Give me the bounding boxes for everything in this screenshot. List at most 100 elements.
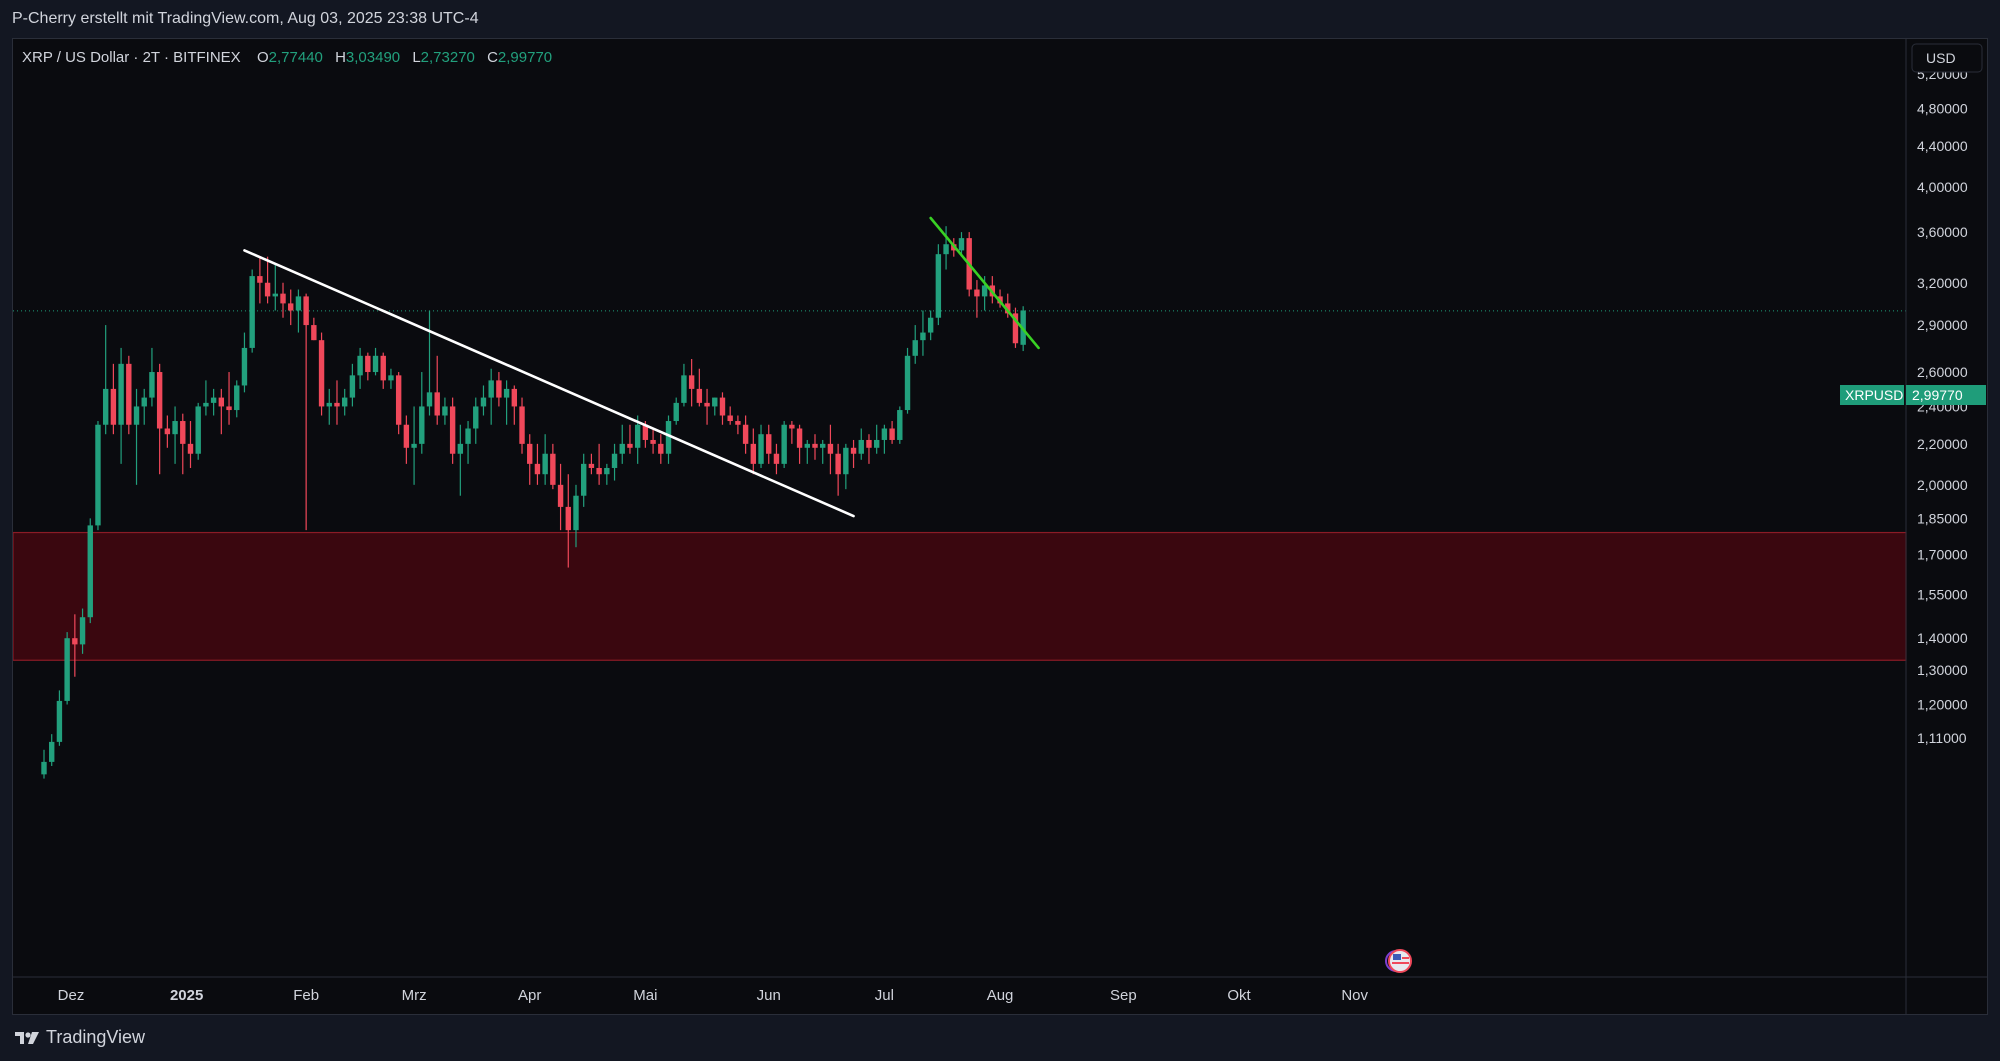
candle[interactable] bbox=[257, 256, 263, 304]
candle[interactable] bbox=[465, 421, 471, 464]
candle[interactable] bbox=[534, 443, 541, 485]
symbol-title[interactable]: XRP / US Dollar · 2T · BITFINEX bbox=[22, 49, 241, 66]
candle[interactable] bbox=[974, 280, 980, 318]
candle[interactable] bbox=[164, 415, 171, 448]
candle[interactable] bbox=[218, 388, 225, 435]
candle[interactable] bbox=[935, 244, 942, 326]
candle[interactable] bbox=[349, 363, 356, 407]
candle[interactable] bbox=[573, 484, 579, 548]
candle[interactable] bbox=[72, 614, 78, 677]
candle[interactable] bbox=[149, 347, 155, 407]
candle[interactable] bbox=[1005, 293, 1011, 318]
candle[interactable] bbox=[249, 269, 255, 353]
candle[interactable] bbox=[858, 428, 864, 460]
candle[interactable] bbox=[41, 749, 47, 779]
candle[interactable] bbox=[503, 380, 510, 425]
candle[interactable] bbox=[696, 368, 703, 407]
candle[interactable] bbox=[303, 293, 309, 531]
candle[interactable] bbox=[272, 263, 278, 311]
candle[interactable] bbox=[927, 310, 934, 341]
candle[interactable] bbox=[958, 232, 965, 257]
support-zone-rect[interactable] bbox=[12, 531, 1907, 661]
candle[interactable] bbox=[727, 406, 733, 425]
candle[interactable] bbox=[596, 443, 602, 485]
candle[interactable] bbox=[527, 434, 533, 485]
candle[interactable] bbox=[295, 289, 302, 333]
candle[interactable] bbox=[820, 439, 826, 464]
candle[interactable] bbox=[673, 397, 679, 425]
candle[interactable] bbox=[133, 388, 140, 485]
candle[interactable] bbox=[827, 424, 834, 475]
candle[interactable] bbox=[426, 310, 433, 416]
candle[interactable] bbox=[519, 397, 525, 454]
candle[interactable] bbox=[1012, 307, 1019, 348]
candle[interactable] bbox=[480, 385, 487, 416]
candle[interactable] bbox=[195, 402, 201, 460]
candle[interactable] bbox=[835, 443, 841, 496]
candle[interactable] bbox=[395, 372, 402, 435]
candle[interactable] bbox=[126, 355, 132, 435]
currency-button[interactable] bbox=[1911, 43, 1983, 73]
event-markers[interactable] bbox=[1385, 949, 1412, 973]
candle[interactable] bbox=[172, 406, 178, 464]
candle[interactable] bbox=[688, 359, 695, 407]
candle[interactable] bbox=[110, 363, 117, 435]
candle[interactable] bbox=[789, 421, 795, 444]
candle[interactable] bbox=[550, 443, 556, 490]
candle[interactable] bbox=[419, 372, 425, 454]
candle[interactable] bbox=[773, 443, 780, 475]
candle[interactable] bbox=[311, 317, 317, 341]
candle[interactable] bbox=[704, 388, 710, 425]
candle[interactable] bbox=[897, 406, 903, 444]
chart-frame[interactable]: 5,20000 4,80000 4,40000 4,00000 3,60000 3,200… bbox=[12, 38, 1988, 1015]
candle[interactable] bbox=[588, 453, 595, 475]
candle[interactable] bbox=[156, 363, 163, 475]
candle[interactable] bbox=[611, 443, 618, 481]
candle[interactable] bbox=[241, 332, 248, 393]
candle[interactable] bbox=[449, 397, 456, 464]
candle[interactable] bbox=[411, 406, 417, 485]
candle[interactable] bbox=[264, 256, 271, 304]
candle[interactable] bbox=[627, 424, 633, 454]
us-flag-icon[interactable] bbox=[1388, 949, 1412, 973]
candle[interactable] bbox=[873, 424, 880, 454]
candle[interactable] bbox=[473, 397, 479, 444]
candle[interactable] bbox=[943, 226, 949, 270]
candle[interactable] bbox=[49, 734, 55, 767]
candle[interactable] bbox=[511, 385, 518, 425]
candle[interactable] bbox=[712, 397, 718, 416]
candle[interactable] bbox=[619, 424, 625, 464]
candle[interactable] bbox=[557, 463, 564, 531]
candle[interactable] bbox=[380, 352, 386, 389]
candle[interactable] bbox=[95, 421, 101, 531]
candle[interactable] bbox=[843, 443, 849, 490]
candle[interactable] bbox=[735, 415, 741, 435]
candle[interactable] bbox=[812, 434, 818, 460]
candle[interactable] bbox=[904, 347, 911, 414]
candle[interactable] bbox=[742, 415, 749, 454]
candle[interactable] bbox=[581, 453, 587, 507]
candle[interactable] bbox=[766, 424, 772, 464]
candle[interactable] bbox=[357, 347, 363, 389]
candle[interactable] bbox=[288, 289, 294, 326]
candle[interactable] bbox=[442, 397, 448, 425]
candle[interactable] bbox=[118, 347, 124, 464]
candle[interactable] bbox=[920, 310, 926, 356]
candle[interactable] bbox=[226, 372, 232, 425]
candle[interactable] bbox=[634, 415, 641, 464]
candle[interactable] bbox=[496, 372, 502, 407]
candle[interactable] bbox=[365, 352, 371, 381]
candle[interactable] bbox=[866, 434, 872, 464]
candle[interactable] bbox=[658, 434, 664, 464]
candle[interactable] bbox=[796, 424, 803, 464]
candle[interactable] bbox=[203, 380, 209, 416]
candle[interactable] bbox=[403, 415, 410, 464]
candle[interactable] bbox=[187, 421, 194, 468]
white-descending-trendline[interactable] bbox=[243, 249, 855, 518]
candle[interactable] bbox=[388, 368, 394, 389]
candle[interactable] bbox=[141, 388, 147, 425]
candle[interactable] bbox=[604, 463, 610, 485]
candle[interactable] bbox=[681, 363, 687, 407]
candle[interactable] bbox=[64, 632, 70, 705]
candle[interactable] bbox=[87, 518, 93, 624]
